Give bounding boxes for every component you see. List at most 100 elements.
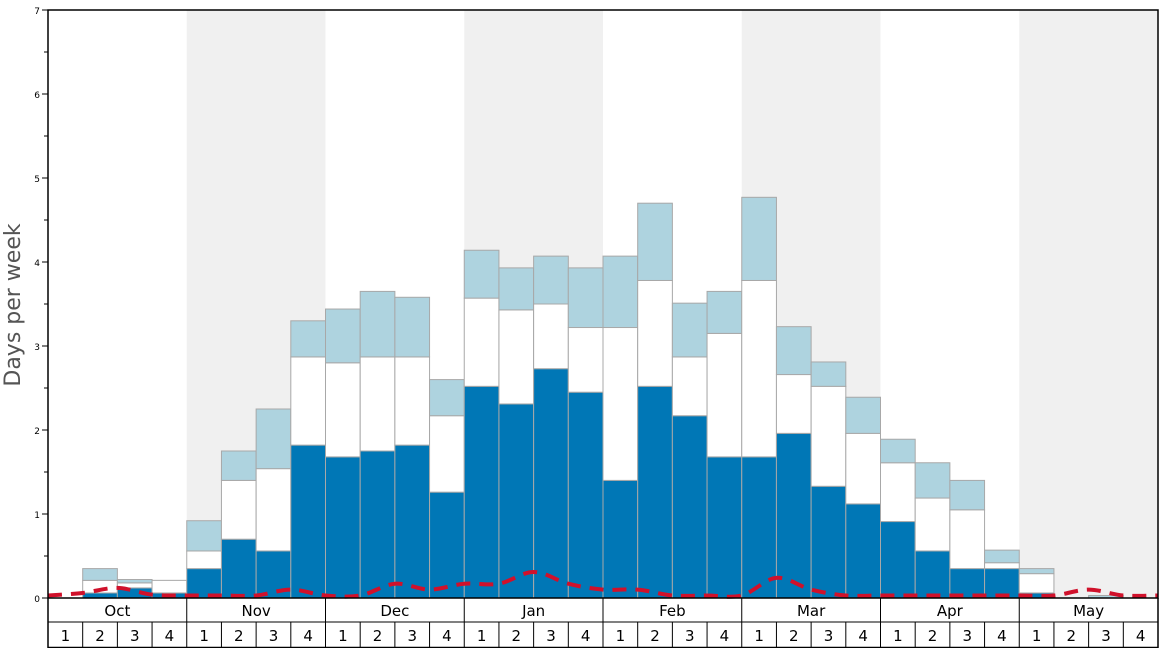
week-label: 2 [95, 627, 105, 645]
bar-white-week-7 [255, 468, 292, 552]
bar-white-week-12 [429, 415, 465, 493]
bar-light-week-19 [671, 302, 708, 358]
bar-white-week-25 [880, 462, 916, 523]
bar-dark-week-25 [880, 521, 916, 599]
bar-white-week-26 [914, 497, 951, 552]
bar-light-week-15 [533, 255, 569, 305]
month-label-apr: Apr [937, 602, 964, 620]
week-label: 2 [789, 627, 799, 645]
month-band-may [1019, 10, 1158, 598]
bar-white-week-23 [810, 385, 847, 487]
week-label: 3 [685, 627, 695, 645]
bar-white-week-9 [325, 362, 361, 458]
bar-white-week-21 [741, 279, 777, 458]
month-label-jan: Jan [521, 602, 545, 620]
month-label-may: May [1073, 602, 1104, 620]
bar-white-week-8 [290, 356, 326, 446]
bar-dark-week-20 [706, 456, 743, 599]
week-label: 1 [199, 627, 209, 645]
bar-dark-week-12 [429, 491, 465, 599]
bar-dark-week-2 [82, 592, 118, 599]
bar-dark-week-23 [810, 485, 847, 599]
bar-dark-week-13 [463, 385, 500, 599]
bar-white-week-17 [602, 327, 639, 481]
week-label: 3 [824, 627, 834, 645]
bar-white-week-24 [845, 432, 881, 505]
bar-white-week-22 [775, 374, 812, 434]
bar-light-week-29 [1018, 568, 1055, 575]
week-label: 3 [130, 627, 140, 645]
bar-light-week-17 [602, 255, 639, 329]
week-label: 2 [373, 627, 383, 645]
bar-dark-week-10 [359, 450, 396, 599]
bar-light-week-10 [359, 290, 396, 358]
bar-light-week-12 [429, 379, 465, 417]
bar-dark-week-14 [498, 403, 535, 599]
week-label: 1 [477, 627, 487, 645]
bar-light-week-2 [82, 568, 118, 581]
bar-white-week-14 [498, 309, 535, 405]
bar-dark-week-26 [914, 550, 951, 599]
week-label: 2 [650, 627, 660, 645]
week-label: 2 [1067, 627, 1077, 645]
y-axis: 0 1 2 3 4 5 6 7 [34, 7, 48, 605]
bar-light-week-8 [290, 320, 326, 358]
week-label: 2 [512, 627, 522, 645]
week-label: 4 [858, 627, 868, 645]
week-label: 2 [928, 627, 938, 645]
bar-light-week-28 [984, 549, 1020, 564]
y-axis-label: Days per week [1, 223, 26, 386]
bar-light-week-16 [567, 267, 604, 329]
week-label: 1 [754, 627, 764, 645]
week-label: 4 [581, 627, 591, 645]
bar-light-week-6 [220, 450, 257, 481]
month-label-mar: Mar [797, 602, 826, 620]
bar-white-week-28 [984, 562, 1020, 570]
week-label: 1 [338, 627, 348, 645]
bar-light-week-3 [116, 579, 153, 584]
bar-light-week-22 [775, 326, 812, 376]
bar-light-week-14 [498, 267, 535, 311]
bar-white-week-15 [533, 303, 569, 370]
bar-light-week-20 [706, 290, 743, 334]
month-label-nov: Nov [241, 602, 270, 620]
y-tick-label: 7 [34, 7, 40, 17]
month-label-dec: Dec [380, 602, 409, 620]
bar-light-week-21 [741, 196, 777, 281]
bar-light-week-23 [810, 361, 847, 387]
bar-light-week-25 [880, 438, 916, 464]
bar-light-week-26 [914, 462, 951, 499]
y-tick-label: 1 [34, 511, 40, 521]
bar-white-week-10 [359, 356, 396, 452]
bar-white-week-20 [706, 332, 743, 458]
bar-light-week-11 [394, 296, 431, 358]
week-label: 3 [546, 627, 556, 645]
week-label: 4 [442, 627, 452, 645]
month-label-oct: Oct [104, 602, 130, 620]
y-tick-label: 2 [34, 427, 40, 437]
bar-light-week-27 [949, 479, 986, 511]
dashed-line-series [47, 569, 1159, 599]
bar-dark-week-9 [325, 456, 361, 599]
bar-light-week-18 [637, 202, 673, 281]
week-label: 4 [997, 627, 1007, 645]
bar-white-week-18 [637, 279, 673, 387]
bar-white-week-29 [1018, 573, 1055, 594]
week-label: 2 [234, 627, 244, 645]
week-label: 4 [1136, 627, 1146, 645]
y-tick-label: 6 [34, 91, 40, 101]
bar-dark-week-24 [845, 503, 881, 599]
week-label: 1 [893, 627, 903, 645]
week-label: 3 [1101, 627, 1111, 645]
week-label: 3 [269, 627, 279, 645]
week-label: 4 [720, 627, 730, 645]
bar-dark-week-11 [394, 444, 431, 599]
month-label-feb: Feb [659, 602, 686, 620]
bar-dark-week-16 [567, 391, 604, 599]
bar-dark-week-22 [775, 432, 812, 599]
bar-white-week-4 [151, 579, 188, 594]
week-label: 1 [1032, 627, 1042, 645]
y-tick-label: 3 [34, 343, 40, 353]
week-label: 4 [165, 627, 175, 645]
